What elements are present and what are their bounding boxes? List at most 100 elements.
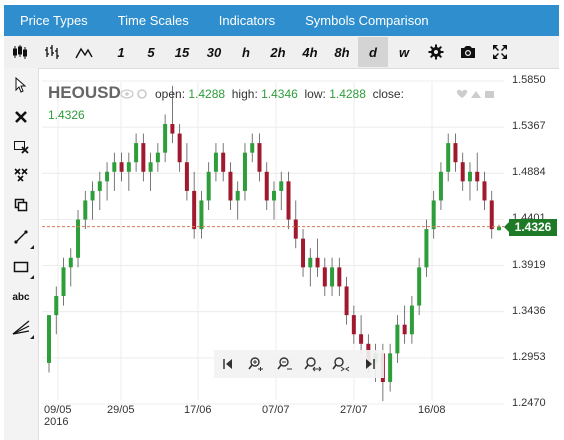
select-delete-icon[interactable] xyxy=(7,134,35,160)
menu-indicators[interactable]: Indicators xyxy=(218,13,276,28)
y-tick-label: 1.5367 xyxy=(512,120,546,133)
timeframe-h[interactable]: h xyxy=(242,44,250,60)
timeframe-w[interactable]: w xyxy=(398,44,410,60)
candle-up xyxy=(134,143,139,163)
copy-icon[interactable] xyxy=(7,192,35,218)
x-tick-year: 2016 xyxy=(44,416,69,428)
top-menu-bar: Price Types Time Scales Indicators Symbo… xyxy=(4,5,559,36)
zoom-fit-icon[interactable] xyxy=(330,353,352,375)
x-tick-label: 29/05 xyxy=(107,404,135,416)
ohlc-legend: open: 1.4288 high: 1.4346 low: 1.4288 cl… xyxy=(155,87,404,101)
x-tick-label: 27/07 xyxy=(340,404,368,416)
candle-down xyxy=(315,257,320,268)
candle-down xyxy=(337,267,342,287)
candle-down xyxy=(141,143,146,172)
bars-icon[interactable] xyxy=(36,37,68,67)
cursor-icon[interactable] xyxy=(7,72,35,98)
chart-navigation-bar xyxy=(214,350,384,378)
rectangle-icon[interactable] xyxy=(7,254,35,280)
timeframe-d[interactable]: d xyxy=(358,37,388,67)
eye-icon[interactable] xyxy=(120,88,148,100)
multi-delete-icon[interactable] xyxy=(7,162,35,188)
timeframe-5[interactable]: 5 xyxy=(147,44,155,60)
legend-controls[interactable] xyxy=(455,88,499,100)
candle-down xyxy=(184,162,189,191)
candle-up xyxy=(206,171,211,201)
candle-up xyxy=(242,152,247,191)
timeframe-8h[interactable]: 8h xyxy=(334,44,350,60)
y-tick-label: 1.5850 xyxy=(512,74,546,86)
line-icon[interactable] xyxy=(68,37,100,67)
zoom-in-icon[interactable] xyxy=(245,353,267,375)
timeframe-30[interactable]: 30 xyxy=(206,44,222,60)
text-icon[interactable]: abc xyxy=(12,291,30,303)
candle-up xyxy=(148,162,153,172)
scroll-left-icon[interactable] xyxy=(217,353,239,375)
candle-down xyxy=(344,286,349,316)
candle-down xyxy=(170,124,175,134)
menu-price-types[interactable]: Price Types xyxy=(20,13,88,28)
y-tick-label: 1.2953 xyxy=(512,350,546,363)
candle-down xyxy=(453,143,458,163)
candle-down xyxy=(301,238,306,268)
timeframe-4h[interactable]: 4h xyxy=(302,44,318,60)
candle-up xyxy=(417,267,422,306)
candle-up xyxy=(199,200,204,230)
x-tick-label: 17/06 xyxy=(184,404,212,416)
candle-down xyxy=(475,171,480,182)
timeframe-15[interactable]: 15 xyxy=(174,44,190,60)
candle-up xyxy=(90,190,95,201)
candle-down xyxy=(351,315,356,335)
settings-icon[interactable] xyxy=(420,37,452,67)
candle-down xyxy=(460,162,465,182)
menu-symbols-comparison[interactable]: Symbols Comparison xyxy=(305,13,429,28)
camera-icon[interactable] xyxy=(452,37,484,67)
candle-down xyxy=(286,181,291,220)
candle-up xyxy=(279,181,284,191)
candle-up xyxy=(250,143,255,153)
candle-up xyxy=(235,190,240,201)
zoom-range-icon[interactable] xyxy=(302,353,324,375)
open-value: 1.4288 xyxy=(188,87,226,101)
x-tick-label: 09/05 xyxy=(44,404,72,416)
candles-icon[interactable] xyxy=(4,37,36,67)
drawing-tools-panel: abc xyxy=(4,68,39,440)
delete-icon[interactable] xyxy=(7,104,35,130)
candle-down xyxy=(293,219,298,239)
y-tick-label: 1.3919 xyxy=(512,258,546,271)
x-tick-label: 07/07 xyxy=(262,404,290,416)
candle-down xyxy=(359,334,364,344)
candle-down xyxy=(322,267,327,287)
candle-up xyxy=(54,296,59,316)
y-tick-label: 1.4884 xyxy=(512,166,546,179)
high-label: high: xyxy=(231,87,258,101)
candle-down xyxy=(264,171,269,201)
fullscreen-icon[interactable] xyxy=(484,37,516,67)
close-label: close: xyxy=(372,87,404,101)
candle-up xyxy=(105,171,110,182)
low-label: low: xyxy=(304,87,326,101)
scroll-right-icon[interactable] xyxy=(359,353,381,375)
candle-up xyxy=(112,162,117,172)
timeframe-1[interactable]: 1 xyxy=(117,44,125,60)
timeframe-2h[interactable]: 2h xyxy=(270,44,286,60)
zoom-out-icon[interactable] xyxy=(274,353,296,375)
candlestick-series xyxy=(47,85,501,402)
y-tick-label: 1.3436 xyxy=(512,304,546,317)
candle-down xyxy=(482,181,487,201)
candle-up xyxy=(409,305,414,335)
candle-up xyxy=(61,267,66,297)
candle-down xyxy=(228,171,233,201)
candle-down xyxy=(402,324,407,335)
candle-down xyxy=(257,143,262,172)
candle-down xyxy=(119,162,124,172)
candle-up xyxy=(467,171,472,182)
menu-time-scales[interactable]: Time Scales xyxy=(117,13,189,28)
candle-up xyxy=(446,143,451,172)
trendline-icon[interactable] xyxy=(7,224,35,250)
close-value: 1.4326 xyxy=(48,108,85,122)
candle-up xyxy=(76,219,81,258)
fan-icon[interactable] xyxy=(7,314,35,340)
candle-down xyxy=(192,190,197,230)
